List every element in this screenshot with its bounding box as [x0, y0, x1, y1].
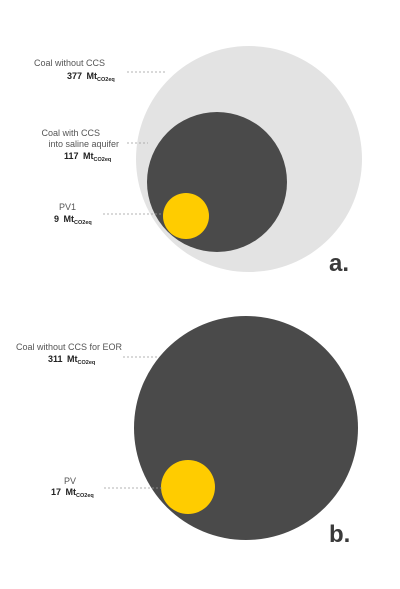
label-coal-with-ccs-line2: into saline aquifer: [48, 139, 119, 149]
bubble-pv: [161, 460, 215, 514]
panel-b: Coal without CCS for EOR 311 MtCO2eq PV …: [16, 316, 358, 548]
value-unit: Mt: [83, 151, 94, 161]
label-coal-with-ccs: Coal with CCS: [41, 128, 100, 138]
value-unit: Mt: [64, 214, 75, 224]
value-pv1: 9 MtCO2eq: [54, 214, 92, 226]
value-number: 377: [67, 71, 82, 81]
value-coal-without-ccs-for-eor: 311 MtCO2eq: [48, 354, 95, 366]
value-unit-sub: CO2eq: [97, 77, 115, 83]
label-coal-without-ccs-for-eor: Coal without CCS for EOR: [16, 342, 123, 352]
bubble-pv1: [163, 193, 209, 239]
bubble-coal-without-ccs-for-eor: [134, 316, 358, 540]
label-pv: PV: [64, 476, 76, 486]
value-unit-sub: CO2eq: [76, 493, 94, 499]
value-unit: Mt: [87, 71, 98, 81]
label-pv1: PV1: [59, 202, 76, 212]
panel-a: Coal without CCS 377 MtCO2eq Coal with C…: [34, 46, 362, 277]
value-unit-sub: CO2eq: [78, 360, 96, 366]
panel-label-a: a.: [329, 250, 349, 277]
value-unit: Mt: [67, 354, 78, 364]
value-unit: Mt: [66, 487, 77, 497]
label-coal-without-ccs: Coal without CCS: [34, 58, 105, 68]
value-number: 117: [64, 151, 79, 161]
value-unit-sub: CO2eq: [94, 157, 112, 163]
value-number: 9: [54, 214, 59, 224]
value-unit-sub: CO2eq: [74, 220, 92, 226]
value-coal-with-ccs: 117 MtCO2eq: [64, 151, 111, 163]
value-coal-without-ccs: 377 MtCO2eq: [67, 71, 115, 83]
value-pv: 17 MtCO2eq: [51, 487, 94, 499]
value-number: 17: [51, 487, 61, 497]
bubble-coal-with-ccs: [147, 112, 287, 252]
panel-label-b: b.: [329, 521, 350, 548]
value-number: 311: [48, 354, 63, 364]
